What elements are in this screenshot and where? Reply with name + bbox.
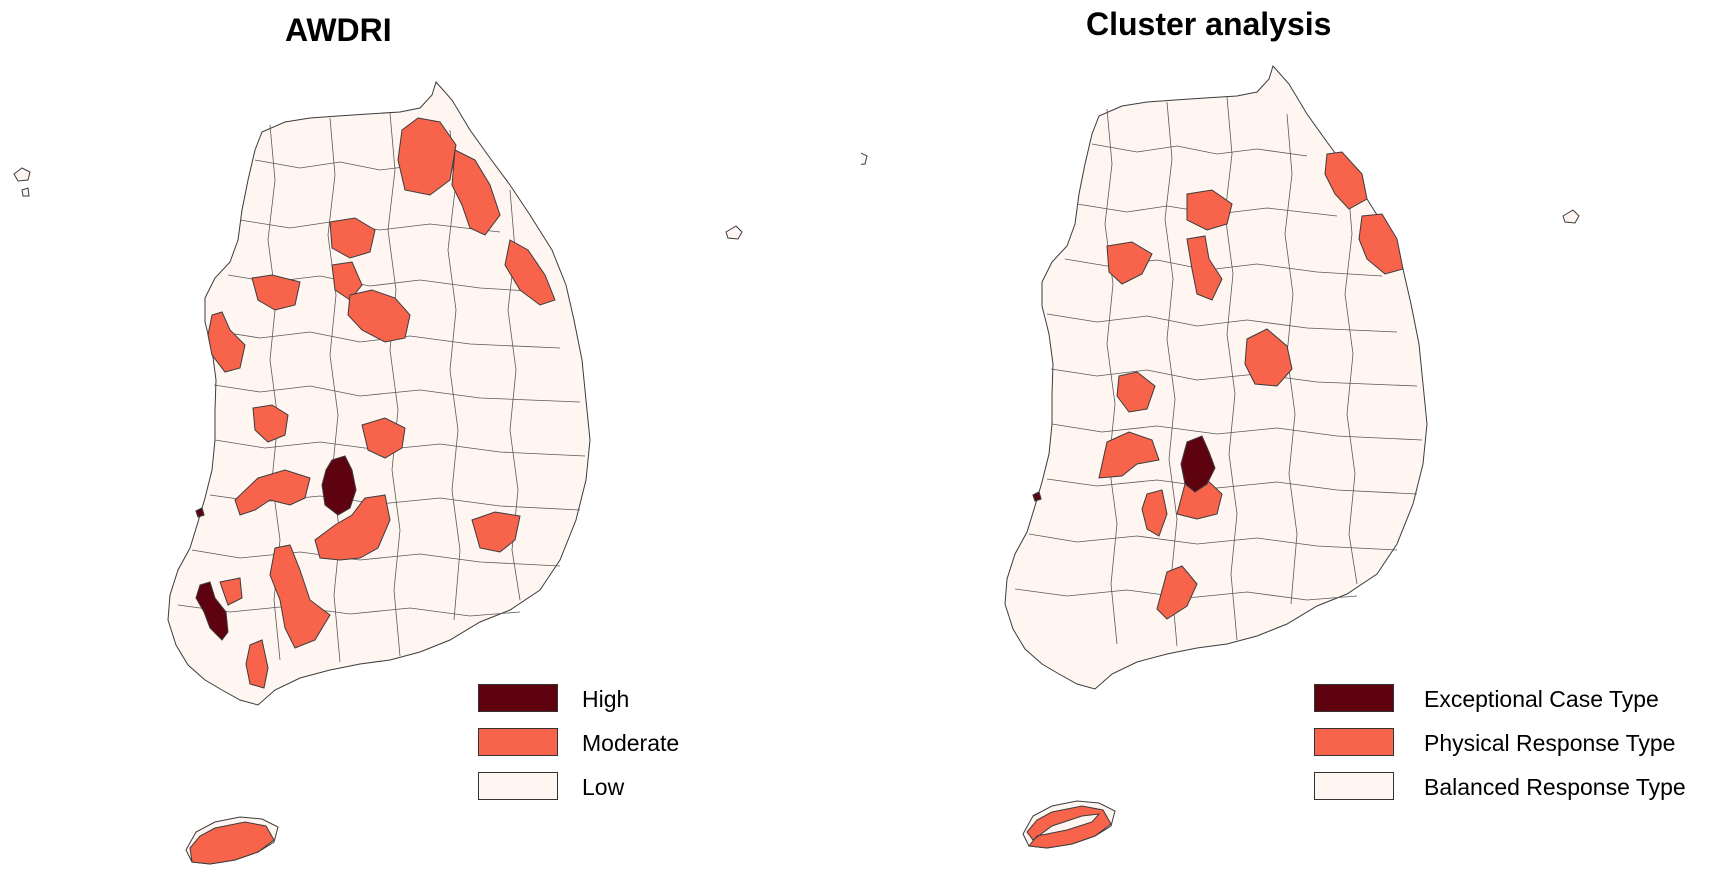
physical-response-districts — [1026, 151, 1404, 849]
district-moderate — [251, 274, 301, 311]
exceptional-case-districts — [1032, 435, 1216, 502]
district-moderate — [471, 511, 521, 553]
cluster-analysis-map-panel: Cluster analysis — [861, 0, 1721, 884]
district-moderate — [504, 239, 556, 306]
legend-swatch — [1314, 772, 1394, 800]
district-moderate — [189, 821, 275, 865]
district-physical-response — [1098, 431, 1160, 479]
legend-label: Exceptional Case Type — [1424, 686, 1659, 712]
district-exceptional-case — [1180, 435, 1216, 493]
cluster-choropleth-map — [861, 65, 1580, 849]
legend-label: Low — [582, 774, 625, 800]
map-title: AWDRI — [285, 12, 392, 48]
district-physical-response — [1026, 805, 1112, 849]
district-physical-response — [1141, 489, 1168, 537]
district-moderate — [207, 311, 246, 373]
mainland-korea — [1004, 65, 1428, 690]
district-physical-response — [1244, 328, 1293, 387]
district-moderate — [451, 149, 501, 236]
legend-swatch — [478, 684, 558, 712]
district-boundaries — [1014, 96, 1423, 647]
map-title: Cluster analysis — [1086, 6, 1332, 42]
high-districts — [195, 455, 357, 641]
island — [861, 152, 868, 165]
legend-swatch — [478, 728, 558, 756]
legend-swatch — [1314, 684, 1394, 712]
district-moderate — [331, 261, 363, 301]
district-physical-response — [1186, 235, 1223, 301]
district-moderate — [361, 417, 406, 459]
district-physical-response — [1186, 189, 1233, 231]
legend-label: Balanced Response Type — [1424, 774, 1686, 800]
district-moderate — [269, 544, 331, 649]
island — [21, 187, 30, 197]
district-high — [195, 581, 229, 641]
district-physical-response — [1116, 371, 1156, 413]
legend-swatch — [478, 772, 558, 800]
island — [13, 167, 31, 182]
district-moderate — [397, 117, 457, 196]
district-moderate — [245, 639, 269, 689]
awdri-choropleth-map — [13, 81, 743, 865]
district-physical-response — [1156, 565, 1198, 620]
district-moderate — [314, 494, 391, 561]
island — [1562, 209, 1580, 224]
district-high — [321, 455, 357, 516]
legend-label: Physical Response Type — [1424, 730, 1676, 756]
moderate-districts — [189, 117, 556, 865]
district-moderate — [329, 217, 376, 259]
district-moderate — [219, 577, 243, 606]
island — [725, 225, 743, 240]
district-moderate — [234, 469, 311, 516]
awdri-map-panel: AWDRI — [0, 0, 860, 884]
district-physical-response — [1358, 213, 1404, 275]
legend-label: High — [582, 686, 630, 712]
district-moderate — [252, 404, 289, 443]
district-high — [195, 507, 205, 518]
district-physical-response — [1106, 241, 1153, 285]
legend-swatch — [1314, 728, 1394, 756]
legend-label: Moderate — [582, 730, 680, 756]
district-exceptional-case — [1032, 491, 1042, 502]
district-physical-response — [1324, 151, 1368, 210]
district-moderate — [347, 289, 411, 343]
